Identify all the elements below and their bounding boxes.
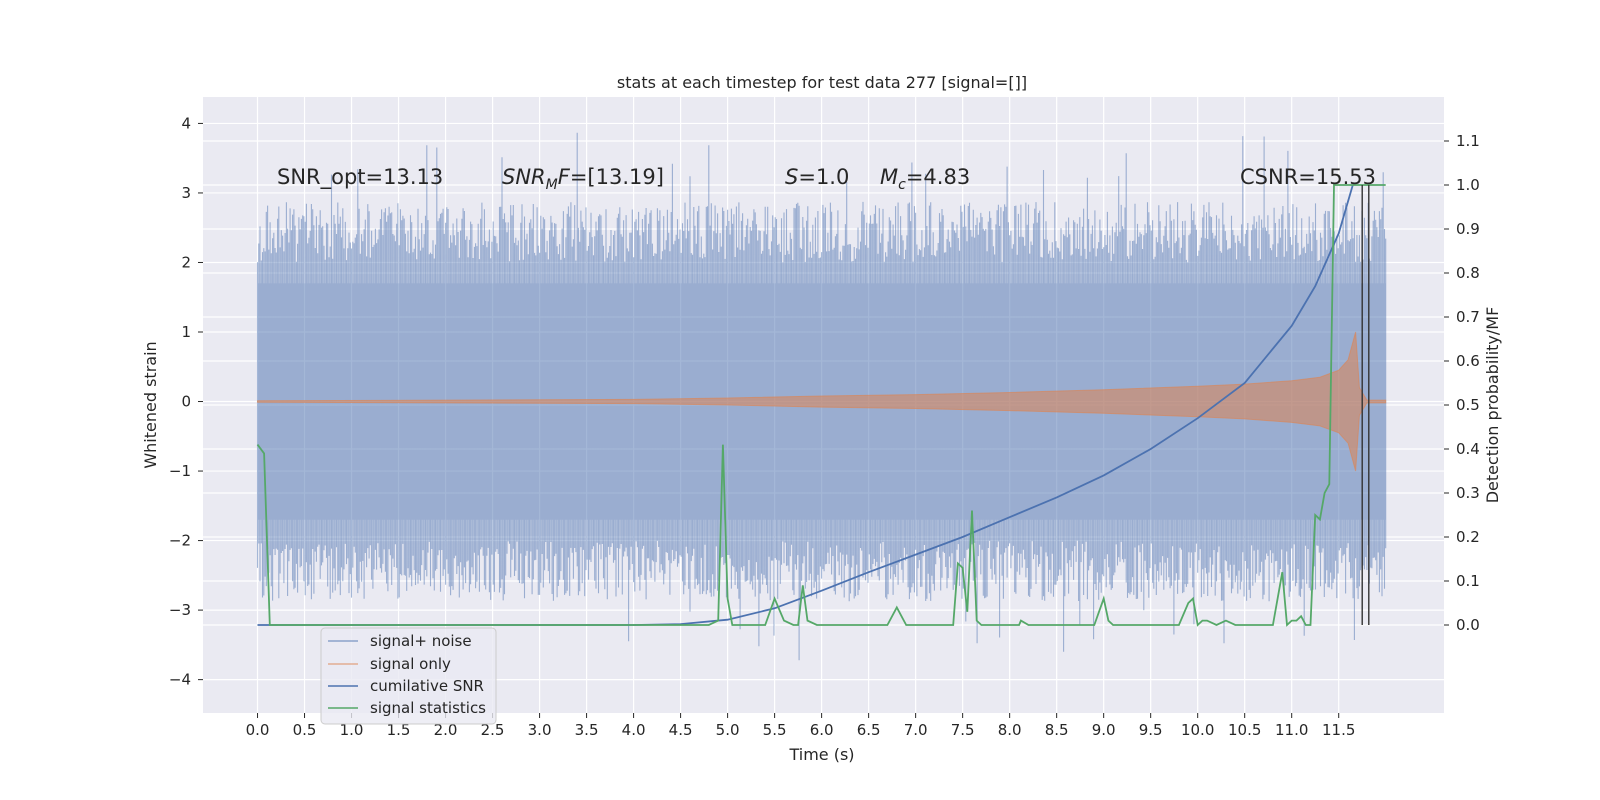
y-right-tick-label: 0.6 xyxy=(1456,352,1480,370)
y-right-tick-label: 0.2 xyxy=(1456,528,1480,546)
legend-box xyxy=(320,627,497,725)
y-left-tick-label: 0 xyxy=(181,393,191,411)
y-axis-left: 4 3 2 1 0 −1 −2 −3 −4 xyxy=(169,114,203,689)
annotation-s: S=1.0 xyxy=(785,165,849,189)
x-tick-label: 6.0 xyxy=(810,721,834,739)
x-tick-label: 9.5 xyxy=(1139,721,1163,739)
legend-label-cumulative-snr: cumilative SNR xyxy=(370,677,484,695)
y-right-tick-label: 0.3 xyxy=(1456,484,1480,502)
x-tick-label: 10.0 xyxy=(1181,721,1214,739)
annotation-snr-opt: SNR_opt=13.13 xyxy=(277,165,443,190)
y-right-tick-label: 0.5 xyxy=(1456,396,1480,414)
x-tick-label: 7.5 xyxy=(951,721,975,739)
x-tick-label: 8.5 xyxy=(1045,721,1069,739)
annotation-csnr: CSNR=15.53 xyxy=(1240,165,1376,189)
x-tick-label: 2.0 xyxy=(434,721,458,739)
x-tick-label: 3.5 xyxy=(575,721,599,739)
y-axis-left-label: Whitened strain xyxy=(141,341,160,468)
x-tick-label: 7.0 xyxy=(904,721,928,739)
annotations: SNR_opt=13.13 SNRMF=[13.19] S=1.0 Mc=4.8… xyxy=(277,165,1376,193)
y-right-tick-label: 0.9 xyxy=(1456,220,1480,238)
x-tick-label: 10.5 xyxy=(1228,721,1261,739)
y-left-tick-label: 4 xyxy=(181,114,191,132)
annotation-snr-mf-italic2: F xyxy=(558,165,571,189)
x-tick-label: 3.0 xyxy=(528,721,552,739)
x-tick-label: 9.0 xyxy=(1092,721,1116,739)
y-left-tick-label: 2 xyxy=(181,253,191,271)
series-signal-statistics xyxy=(256,184,1386,627)
annotation-snr-mf-value: =[13.19] xyxy=(570,165,664,189)
y-left-tick-label: 1 xyxy=(181,323,191,341)
y-right-tick-label: 0.0 xyxy=(1456,616,1480,634)
legend-label-signal-statistics: signal statistics xyxy=(370,699,486,717)
y-right-tick-label: 0.1 xyxy=(1456,572,1480,590)
chart-title: stats at each timestep for test data 277… xyxy=(617,73,1027,92)
y-left-tick-label: −3 xyxy=(169,601,191,619)
x-tick-label: 2.5 xyxy=(481,721,505,739)
y-left-tick-label: −4 xyxy=(169,671,191,689)
series-layer xyxy=(256,132,1387,661)
annotation-snr-mf-italic: SNR xyxy=(502,165,546,189)
x-tick-label: 0.5 xyxy=(293,721,317,739)
annotation-s-value: =1.0 xyxy=(798,165,849,189)
x-tick-label: 8.0 xyxy=(998,721,1022,739)
series-cumulative-snr xyxy=(257,184,1354,626)
y-right-tick-label: 0.8 xyxy=(1456,264,1480,282)
x-tick-label: 5.0 xyxy=(716,721,740,739)
legend-label-signal-only: signal only xyxy=(370,655,451,673)
x-axis: 0.0 0.5 1.0 1.5 2.0 2.5 3.0 3.5 4.0 4.5 5.0 5.5 6.0 6… xyxy=(246,713,1355,739)
x-tick-label: 5.5 xyxy=(763,721,787,739)
legend: signal+ noise signal only cumilative SNR… xyxy=(320,627,497,725)
x-tick-label: 4.0 xyxy=(622,721,646,739)
x-tick-label: 0.0 xyxy=(246,721,270,739)
annotation-snr-mf: SNRMF=[13.19] xyxy=(502,165,664,193)
x-axis-label: Time (s) xyxy=(788,745,854,764)
series-signal-only xyxy=(257,331,1387,472)
x-tick-label: 1.5 xyxy=(387,721,411,739)
y-right-tick-label: 0.7 xyxy=(1456,308,1480,326)
annotation-mc-value: =4.83 xyxy=(906,165,970,189)
x-tick-label: 11.0 xyxy=(1275,721,1308,739)
x-tick-label: 6.5 xyxy=(857,721,881,739)
y-left-tick-label: −1 xyxy=(169,462,191,480)
legend-label-signal-noise: signal+ noise xyxy=(370,632,472,650)
x-tick-label: 1.0 xyxy=(340,721,364,739)
annotation-mc: Mc=4.83 xyxy=(880,165,970,193)
annotation-mc-sub: c xyxy=(898,177,906,193)
x-tick-label: 4.5 xyxy=(669,721,693,739)
y-right-tick-label: 1.0 xyxy=(1456,176,1480,194)
y-left-tick-label: 3 xyxy=(181,184,191,202)
annotation-snr-mf-sub: M xyxy=(546,177,558,193)
y-right-tick-label: 1.1 xyxy=(1456,132,1480,150)
y-axis-right: 1.1 1.0 0.9 0.8 0.7 0.6 0.5 0.4 0.3 0.2 0.1 0.0 xyxy=(1444,132,1480,634)
annotation-s-italic: S xyxy=(785,165,798,189)
annotation-mc-italic: M xyxy=(880,165,898,189)
y-right-tick-label: 0.4 xyxy=(1456,440,1480,458)
y-axis-right-label: Detection probability/MF xyxy=(1483,307,1502,504)
y-left-tick-label: −2 xyxy=(169,532,191,550)
x-tick-label: 11.5 xyxy=(1322,721,1355,739)
